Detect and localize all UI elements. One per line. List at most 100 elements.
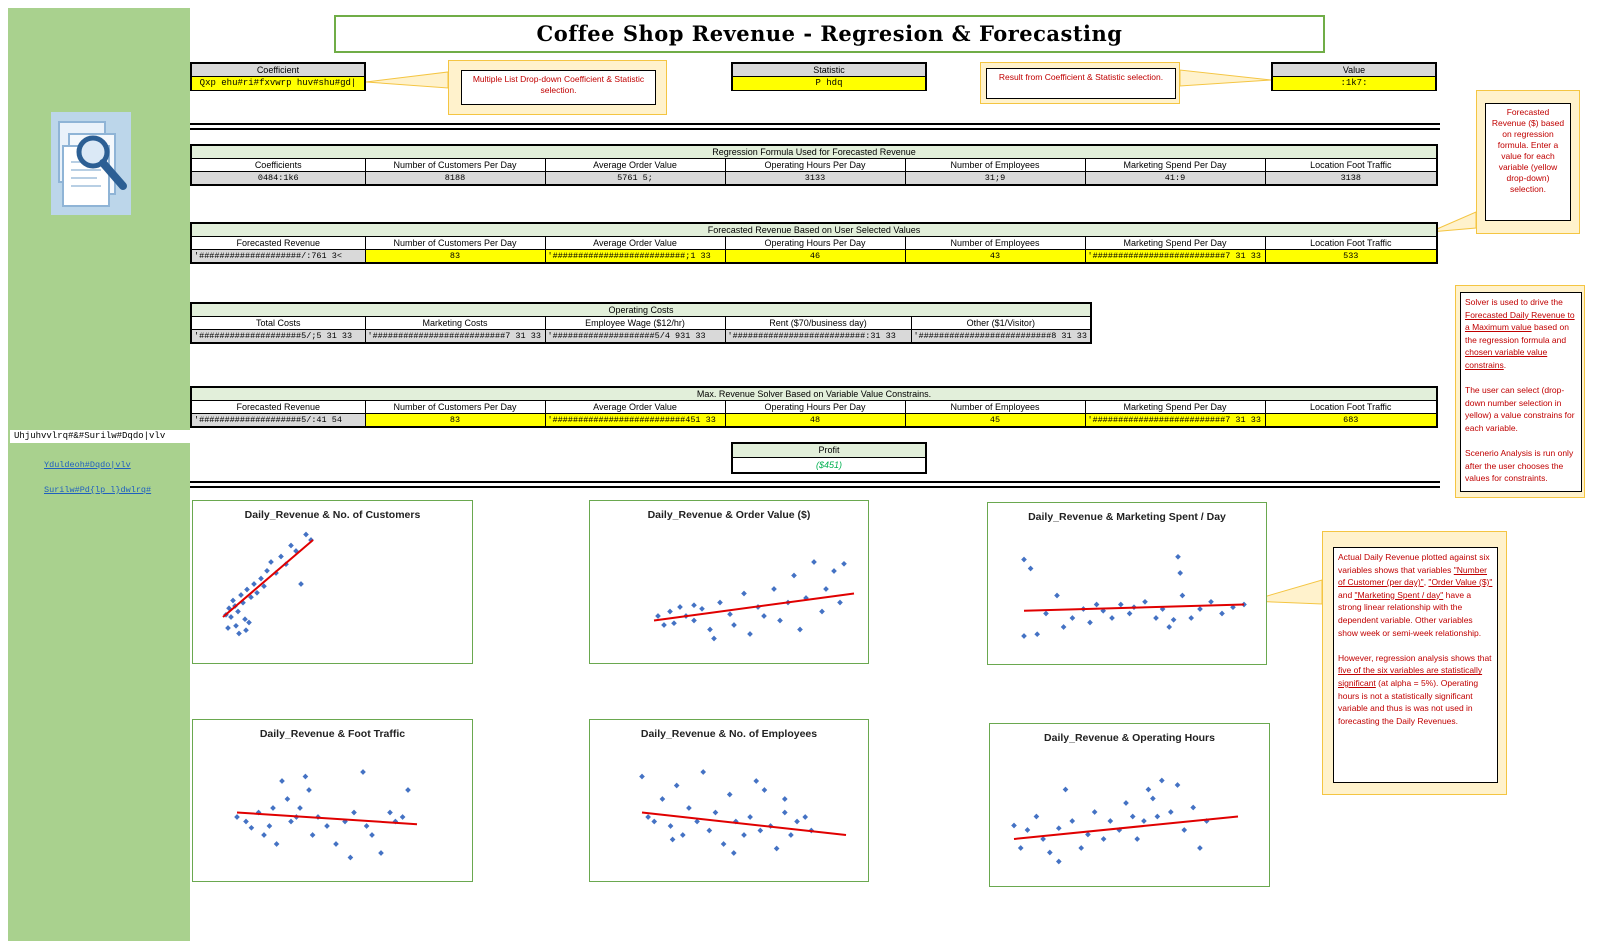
- employee-wage-value: '####################5/4 931 33: [544, 329, 725, 343]
- marketing-constraint-dropdown[interactable]: '##########################7 31 33: [1084, 413, 1265, 427]
- note-text: "Marketing Spent / day": [1354, 589, 1444, 600]
- scatter-plot: [639, 769, 847, 856]
- statistic-selector: Statistic P hdq: [731, 62, 927, 91]
- order-value-dropdown[interactable]: '##########################;1 33: [544, 249, 725, 263]
- data-point: [1091, 809, 1098, 815]
- statistic-dropdown[interactable]: P hdq: [733, 77, 925, 90]
- foot-traffic-dropdown[interactable]: 533: [1264, 249, 1438, 263]
- data-point: [1197, 845, 1203, 851]
- divider-line: [190, 128, 1440, 130]
- data-point: [651, 818, 658, 825]
- data-point: [1126, 610, 1133, 617]
- employees-dropdown[interactable]: 43: [904, 249, 1085, 263]
- total-costs-value: '####################5/;5 31 33: [191, 329, 365, 343]
- data-point: [324, 823, 330, 829]
- data-point: [791, 572, 797, 579]
- data-point: [288, 542, 294, 549]
- data-point: [1150, 795, 1156, 802]
- data-point: [727, 611, 733, 618]
- page-title: Coffee Shop Revenue - Regresion & Foreca…: [334, 15, 1325, 53]
- data-point: [699, 605, 705, 612]
- chart-marketing: Daily_Revenue & Marketing Spent / Day: [987, 502, 1267, 665]
- chart-title: Daily_Revenue & Foot Traffic: [259, 728, 406, 740]
- column-header: Operating Hours Per Day: [724, 236, 905, 250]
- data-point: [726, 791, 733, 798]
- foot-traffic-constraint-dropdown[interactable]: 683: [1264, 413, 1437, 427]
- data-point: [1197, 606, 1203, 612]
- note-text: chosen variable value constrains: [1465, 347, 1548, 370]
- data-point: [694, 818, 700, 825]
- data-point: [669, 836, 676, 843]
- data-point: [399, 814, 406, 820]
- data-point: [238, 592, 244, 598]
- data-point: [1024, 827, 1031, 833]
- data-point: [225, 625, 231, 631]
- marketing-spend-dropdown[interactable]: '##########################7 31 33: [1084, 249, 1265, 263]
- coefficient-dropdown[interactable]: Qxp ehu#ri#fxvwrp huv#shu#gd|: [192, 77, 364, 90]
- data-point: [1177, 570, 1184, 576]
- data-point: [667, 608, 673, 615]
- forecast-caption: Forecasted Revenue Based on User Selecte…: [191, 223, 1438, 237]
- dropdown-callout-text: Multiple List Drop-down Coefficient & St…: [461, 70, 656, 105]
- solver-note-text: Solver is used to drive the Forecasted D…: [1460, 292, 1582, 492]
- data-point: [788, 832, 794, 838]
- profit-maximization-link[interactable]: Surilw#Pd{lp l}dwlrq#: [44, 485, 152, 495]
- order-value-constraint-dropdown[interactable]: '##########################451 33: [544, 413, 725, 427]
- note-text: .: [1503, 359, 1507, 370]
- data-point: [717, 599, 723, 606]
- data-point: [823, 586, 829, 592]
- data-point: [655, 613, 661, 619]
- data-point: [1069, 818, 1076, 824]
- profit-value: ($451): [815, 460, 842, 470]
- data-point: [1043, 610, 1049, 617]
- data-point: [771, 586, 777, 592]
- column-header: Number of Employees: [904, 236, 1085, 250]
- coefficient-value: 0484:1k6: [191, 171, 365, 185]
- data-point: [1040, 836, 1046, 842]
- data-point: [1021, 556, 1027, 563]
- data-point: [1166, 624, 1173, 630]
- data-point: [661, 622, 667, 628]
- data-point: [781, 796, 788, 802]
- chart-title: Daily_Revenue & No. of Employees: [640, 728, 818, 740]
- data-point: [1170, 616, 1177, 623]
- employees-constraint-dropdown[interactable]: 45: [904, 413, 1085, 427]
- data-point: [811, 559, 817, 565]
- data-point: [1100, 836, 1107, 842]
- variable-analysis-link[interactable]: Yduldeoh#Dqdo|vlv: [44, 460, 131, 470]
- data-point: [1055, 858, 1062, 865]
- data-point: [1034, 631, 1041, 638]
- regression-table: Regression Formula Used for Forecasted R…: [190, 144, 1439, 186]
- customers-constraint-dropdown[interactable]: 83: [364, 413, 545, 427]
- data-point: [1017, 845, 1024, 851]
- dropdown-callout: Multiple List Drop-down Coefficient & St…: [448, 60, 667, 115]
- customers-dropdown[interactable]: 83: [364, 249, 545, 263]
- costs-caption: Operating Costs: [191, 303, 1092, 317]
- data-point: [747, 814, 753, 820]
- column-header: Marketing Costs: [364, 316, 545, 330]
- note-text: The user can select (drop-down number se…: [1465, 385, 1575, 433]
- data-point: [278, 553, 284, 560]
- data-point: [1174, 782, 1181, 788]
- data-point: [761, 613, 767, 619]
- column-header: Employee Wage ($12/hr): [544, 316, 725, 330]
- trend-line: [236, 811, 418, 826]
- data-point: [837, 599, 843, 606]
- column-header: Number of Employees: [904, 158, 1085, 172]
- note-text: Scenerio Analysis is run only after the …: [1465, 448, 1574, 484]
- analysis-note: Actual Daily Revenue plotted against six…: [1322, 531, 1507, 795]
- data-point: [1154, 813, 1161, 820]
- data-point: [236, 630, 242, 637]
- data-point: [1054, 592, 1060, 599]
- data-point: [298, 581, 304, 587]
- operating-hours-dropdown[interactable]: 46: [724, 249, 905, 263]
- data-point: [645, 814, 651, 820]
- data-point: [707, 626, 713, 633]
- trend-line: [641, 811, 847, 836]
- column-header: Location Foot Traffic: [1264, 400, 1437, 414]
- note-text: "Number of Customer (per day)": [1338, 564, 1488, 588]
- data-point: [261, 832, 267, 838]
- operating-hours-constraint-dropdown[interactable]: 48: [724, 413, 905, 427]
- result-callout: Result from Coefficient & Statistic sele…: [980, 62, 1180, 104]
- profit-box: Profit ($451): [731, 442, 927, 474]
